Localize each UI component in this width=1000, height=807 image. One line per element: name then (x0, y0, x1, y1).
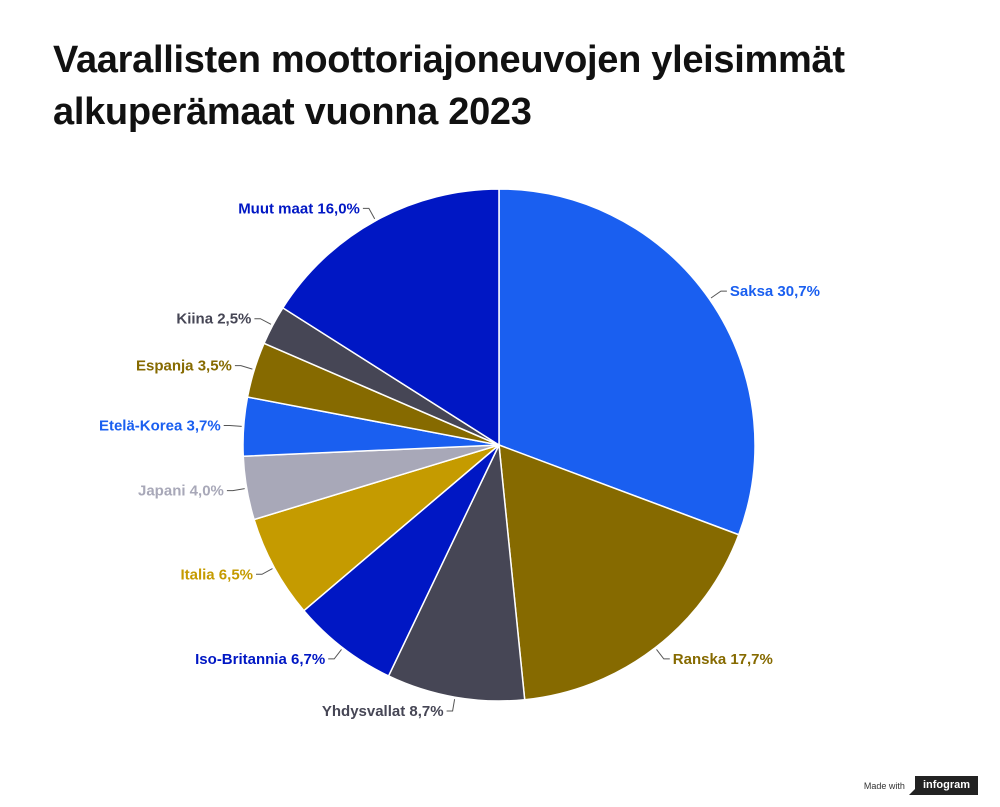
leader-line-japani (226, 488, 245, 492)
leader-line-muut-maat (362, 207, 376, 220)
pie-slice-iso-britannia[interactable] (302, 444, 500, 677)
leader-line-kiina (254, 318, 272, 325)
data-label-iso-britannia: Iso-Britannia 6,7% (195, 651, 325, 668)
leader-line-yhdysvallat (446, 699, 456, 712)
made-with-text: Made with (863, 780, 905, 791)
leader-line-iso-britannia (328, 649, 342, 660)
infogram-logo[interactable]: infogram (908, 776, 978, 795)
pie-slice-muut-maat[interactable] (281, 188, 500, 447)
data-label-yhdysvallat: Yhdysvallat 8,7% (322, 703, 444, 720)
leader-line-saksa (710, 290, 727, 299)
data-label-espanja: Espanja 3,5% (136, 358, 232, 375)
leader-line-italia (256, 568, 273, 575)
leader-line-ranska (656, 649, 670, 660)
chart-title-line-2: alkuperämaat vuonna 2023 (53, 91, 532, 133)
pie-slice-yhdysvallat[interactable] (387, 442, 526, 702)
leader-line-etela-korea (223, 425, 242, 427)
data-label-saksa: Saksa 30,7% (730, 283, 820, 300)
chart-title: Vaarallisten moottoriajoneuvojen yleisim… (53, 34, 953, 138)
data-label-kiina: Kiina 2,5% (176, 311, 251, 328)
footer: Made with infogram (864, 776, 978, 795)
data-label-muut-maat: Muut maat 16,0% (238, 200, 360, 217)
data-label-ranska: Ranska 17,7% (673, 651, 773, 668)
pie-slice-saksa[interactable] (498, 188, 756, 536)
chart-title-line-1: Vaarallisten moottoriajoneuvojen yleisim… (53, 39, 845, 81)
pie-slice-ranska[interactable] (498, 443, 740, 701)
leader-line-espanja (234, 365, 253, 370)
data-label-japani: Japani 4,0% (138, 483, 224, 500)
data-label-italia: Italia 6,5% (180, 566, 253, 583)
data-label-etela-korea: Etelä-Korea 3,7% (99, 418, 221, 435)
